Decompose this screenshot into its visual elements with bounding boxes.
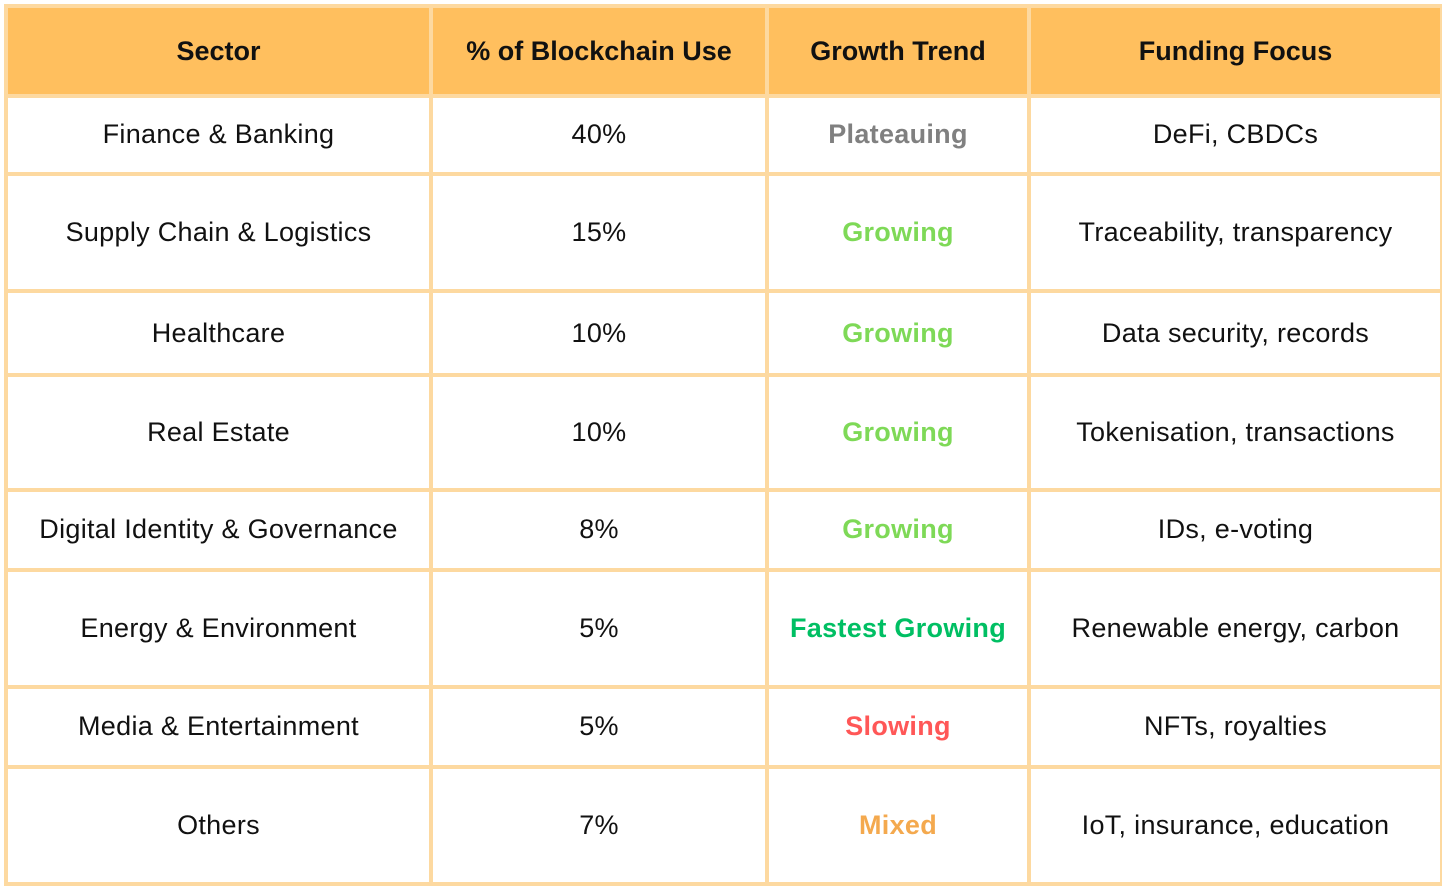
sector-cell: Real Estate [4, 373, 433, 492]
table-row: Healthcare 10% Growing Data security, re… [4, 288, 1442, 378]
sector-cell: Supply Chain & Logistics [4, 171, 433, 293]
funding-focus-cell: Tokenisation, transactions [1027, 373, 1442, 492]
table-row: Finance & Banking 40% Plateauing DeFi, C… [4, 94, 1442, 176]
table-row: Digital Identity & Governance 8% Growing… [4, 487, 1442, 573]
sector-cell: Others [4, 765, 433, 886]
growth-trend-cell: Plateauing [765, 94, 1031, 176]
sector-cell: Digital Identity & Governance [4, 487, 433, 573]
share-cell: 15% [429, 171, 769, 293]
share-cell: 5% [429, 568, 769, 689]
table-header-row: Sector % of Blockchain Use Growth Trend … [4, 4, 1442, 98]
blockchain-sector-table: Sector % of Blockchain Use Growth Trend … [4, 4, 1442, 886]
funding-focus-cell: Data security, records [1027, 288, 1442, 378]
funding-focus-cell: Renewable energy, carbon [1027, 568, 1442, 689]
share-cell: 40% [429, 94, 769, 176]
growth-trend-cell: Growing [765, 373, 1031, 492]
growth-trend-cell: Fastest Growing [765, 568, 1031, 689]
funding-focus-cell: DeFi, CBDCs [1027, 94, 1442, 176]
funding-focus-cell: NFTs, royalties [1027, 684, 1442, 770]
column-header-sector: Sector [4, 4, 433, 98]
share-cell: 7% [429, 765, 769, 886]
funding-focus-cell: IoT, insurance, education [1027, 765, 1442, 886]
column-header-funding-focus: Funding Focus [1027, 4, 1442, 98]
growth-trend-cell: Mixed [765, 765, 1031, 886]
sector-cell: Energy & Environment [4, 568, 433, 689]
table-row: Supply Chain & Logistics 15% Growing Tra… [4, 171, 1442, 293]
share-cell: 8% [429, 487, 769, 573]
sector-cell: Finance & Banking [4, 94, 433, 176]
column-header-share: % of Blockchain Use [429, 4, 769, 98]
funding-focus-cell: Traceability, transparency [1027, 171, 1442, 293]
growth-trend-cell: Slowing [765, 684, 1031, 770]
table-row: Media & Entertainment 5% Slowing NFTs, r… [4, 684, 1442, 770]
sector-cell: Media & Entertainment [4, 684, 433, 770]
share-cell: 10% [429, 288, 769, 378]
growth-trend-cell: Growing [765, 288, 1031, 378]
table-row: Energy & Environment 5% Fastest Growing … [4, 568, 1442, 689]
sector-cell: Healthcare [4, 288, 433, 378]
growth-trend-cell: Growing [765, 487, 1031, 573]
growth-trend-cell: Growing [765, 171, 1031, 293]
share-cell: 10% [429, 373, 769, 492]
share-cell: 5% [429, 684, 769, 770]
column-header-growth-trend: Growth Trend [765, 4, 1031, 98]
table-row: Real Estate 10% Growing Tokenisation, tr… [4, 373, 1442, 492]
table-row: Others 7% Mixed IoT, insurance, educatio… [4, 765, 1442, 886]
funding-focus-cell: IDs, e-voting [1027, 487, 1442, 573]
